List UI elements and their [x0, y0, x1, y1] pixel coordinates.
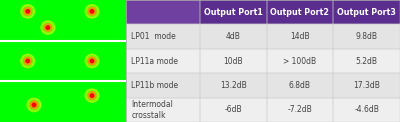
Text: Output Port1: Output Port1	[204, 8, 263, 17]
Circle shape	[46, 26, 50, 29]
Circle shape	[27, 98, 41, 112]
Circle shape	[88, 92, 96, 100]
Text: LP11a mode: LP11a mode	[132, 56, 178, 66]
Bar	[126, 49, 200, 73]
Bar	[200, 73, 266, 98]
Circle shape	[88, 7, 96, 15]
Bar	[126, 0, 200, 24]
Circle shape	[88, 57, 96, 65]
Text: 14dB: 14dB	[290, 32, 310, 41]
Bar	[333, 0, 400, 24]
Bar	[333, 24, 400, 49]
Bar	[200, 24, 266, 49]
Text: 10dB: 10dB	[224, 56, 243, 66]
Bar	[333, 98, 400, 122]
Circle shape	[32, 103, 36, 107]
Bar	[266, 0, 333, 24]
Bar	[266, 73, 333, 98]
Circle shape	[90, 94, 94, 97]
Bar	[200, 73, 266, 98]
Circle shape	[26, 59, 30, 63]
Text: 13.2dB: 13.2dB	[220, 81, 247, 90]
Bar	[200, 0, 266, 24]
Bar	[126, 98, 200, 122]
Text: Intermodal
crosstalk: Intermodal crosstalk	[132, 100, 173, 120]
Circle shape	[85, 89, 99, 102]
Bar	[266, 24, 333, 49]
Text: Output Port2: Output Port2	[270, 8, 329, 17]
Bar	[200, 49, 266, 73]
Bar	[200, 24, 266, 49]
Text: 6.8dB: 6.8dB	[289, 81, 311, 90]
Bar	[126, 73, 200, 98]
Text: Output Port3: Output Port3	[337, 8, 396, 17]
Circle shape	[24, 7, 32, 15]
Text: 17.3dB: 17.3dB	[353, 81, 380, 90]
Bar	[0, 81, 126, 122]
Circle shape	[26, 10, 30, 13]
Bar	[126, 24, 200, 49]
Bar	[266, 49, 333, 73]
Bar	[0, 41, 126, 81]
Bar	[266, 98, 333, 122]
Circle shape	[44, 24, 52, 31]
Bar	[333, 0, 400, 24]
Bar	[126, 49, 200, 73]
Bar	[266, 24, 333, 49]
Text: 5.2dB: 5.2dB	[356, 56, 378, 66]
Text: 4dB: 4dB	[226, 32, 241, 41]
Bar	[126, 98, 200, 122]
Bar	[126, 73, 200, 98]
Bar	[266, 0, 333, 24]
Bar	[266, 49, 333, 73]
Bar	[200, 49, 266, 73]
Bar	[333, 24, 400, 49]
Circle shape	[85, 54, 99, 68]
Circle shape	[21, 5, 35, 18]
Bar	[266, 73, 333, 98]
Circle shape	[90, 10, 94, 13]
Bar	[200, 98, 266, 122]
Text: -4.6dB: -4.6dB	[354, 105, 379, 114]
Circle shape	[30, 101, 38, 109]
Bar	[333, 73, 400, 98]
Bar	[266, 98, 333, 122]
Text: -7.2dB: -7.2dB	[288, 105, 312, 114]
Circle shape	[21, 54, 35, 68]
Circle shape	[90, 59, 94, 63]
Bar	[200, 98, 266, 122]
Circle shape	[85, 5, 99, 18]
Text: -6dB: -6dB	[224, 105, 242, 114]
Circle shape	[41, 21, 55, 34]
Text: 9.8dB: 9.8dB	[356, 32, 378, 41]
Text: > 100dB: > 100dB	[283, 56, 316, 66]
Bar	[333, 98, 400, 122]
Text: LP01  mode: LP01 mode	[132, 32, 176, 41]
Bar	[200, 0, 266, 24]
Circle shape	[24, 57, 32, 65]
Bar	[333, 49, 400, 73]
Bar	[0, 0, 126, 41]
Bar	[126, 24, 200, 49]
Text: LP11b mode: LP11b mode	[132, 81, 179, 90]
Bar	[333, 73, 400, 98]
Bar	[333, 49, 400, 73]
Bar	[126, 0, 200, 24]
